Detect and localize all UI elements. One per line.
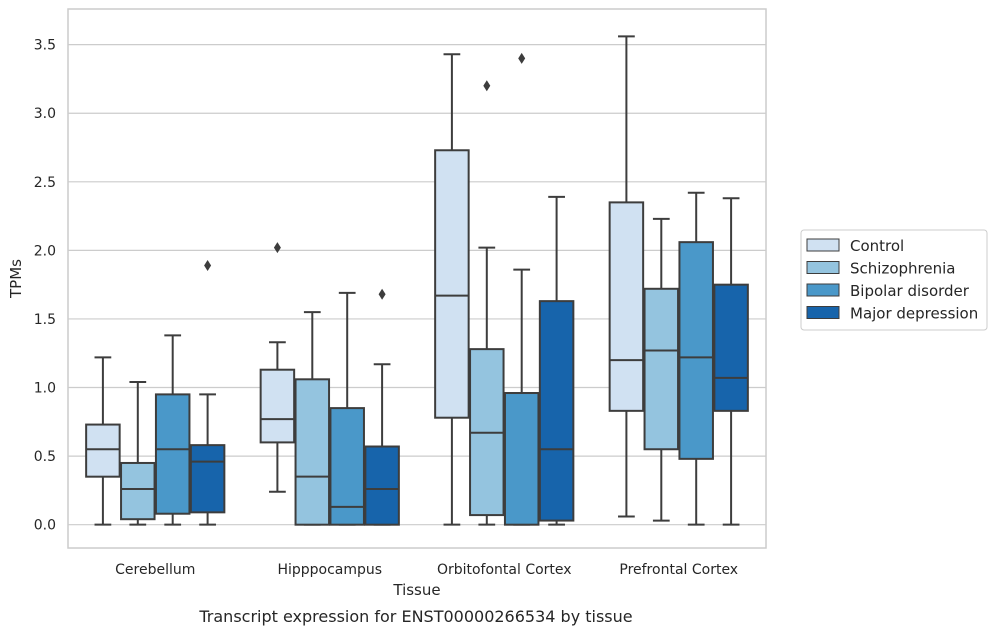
y-tick-label: 2.5 xyxy=(34,175,56,191)
box xyxy=(713,283,749,412)
box xyxy=(120,461,156,521)
box xyxy=(294,378,331,526)
box-group xyxy=(608,35,645,518)
outlier-point xyxy=(273,242,281,254)
box xyxy=(154,393,191,515)
legend-swatch xyxy=(806,306,840,319)
box xyxy=(329,407,365,526)
y-axis-label: TPMs xyxy=(7,259,25,299)
legend-swatch xyxy=(806,261,840,274)
box-group xyxy=(538,195,575,526)
outlier-point xyxy=(518,52,526,64)
y-tick-label: 3.5 xyxy=(34,38,56,54)
y-tick-label: 1.5 xyxy=(34,312,56,328)
box-group xyxy=(434,53,470,526)
legend-label: Schizophrenia xyxy=(850,260,955,278)
box xyxy=(538,300,575,522)
x-axis-label: Tissue xyxy=(392,581,440,599)
x-tick-label: Hipppocampus xyxy=(277,562,382,578)
box-group xyxy=(364,288,400,526)
x-tick-label: Orbitofontal Cortex xyxy=(437,562,572,578)
box-group xyxy=(259,242,296,493)
box xyxy=(608,201,645,412)
figure-caption: Transcript expression for ENST0000026653… xyxy=(198,607,632,626)
box xyxy=(643,287,680,451)
box-group xyxy=(503,52,540,526)
x-tick-labels: Cerebellum Hipppocampus Orbitofontal Corte… xyxy=(115,562,738,578)
box xyxy=(189,444,226,514)
box xyxy=(678,241,714,460)
box-group xyxy=(713,197,749,526)
box-group xyxy=(469,80,505,526)
legend-label: Bipolar disorder xyxy=(850,282,970,300)
box-group xyxy=(85,356,121,526)
legend-swatch xyxy=(806,238,840,252)
legend-label: Control xyxy=(850,237,904,255)
box-group xyxy=(678,191,714,526)
box-group xyxy=(154,334,191,526)
outlier-point xyxy=(483,80,491,92)
box xyxy=(434,149,470,419)
boxes xyxy=(85,35,749,526)
box-group xyxy=(294,311,331,526)
x-tick-label: Cerebellum xyxy=(115,562,195,578)
box xyxy=(85,423,121,478)
y-tick-label: 0.0 xyxy=(34,518,56,534)
legend: Control Schizophrenia Bipolar disorder Majo… xyxy=(800,229,988,331)
y-tick-label: 3.0 xyxy=(34,106,56,122)
y-tick-label: 2.0 xyxy=(34,243,56,259)
box-group xyxy=(120,381,156,526)
plot-frame xyxy=(67,8,767,549)
legend-frame xyxy=(800,229,988,331)
box xyxy=(259,368,296,444)
y-tick-labels: 0.0 0.5 1.0 1.5 2.0 2.5 3.0 3.5 xyxy=(34,38,56,534)
x-tick-label: Prefrontal Cortex xyxy=(619,562,738,578)
outlier-point xyxy=(378,288,386,300)
legend-swatch xyxy=(806,283,840,297)
box-group xyxy=(643,217,680,522)
box-group xyxy=(329,291,365,526)
y-tick-label: 1.0 xyxy=(34,381,56,397)
outlier-point xyxy=(204,259,212,271)
y-tick-label: 0.5 xyxy=(34,449,56,465)
box xyxy=(364,445,400,526)
box-group xyxy=(189,259,226,526)
box xyxy=(503,392,540,526)
legend-label: Major depression xyxy=(850,305,978,323)
